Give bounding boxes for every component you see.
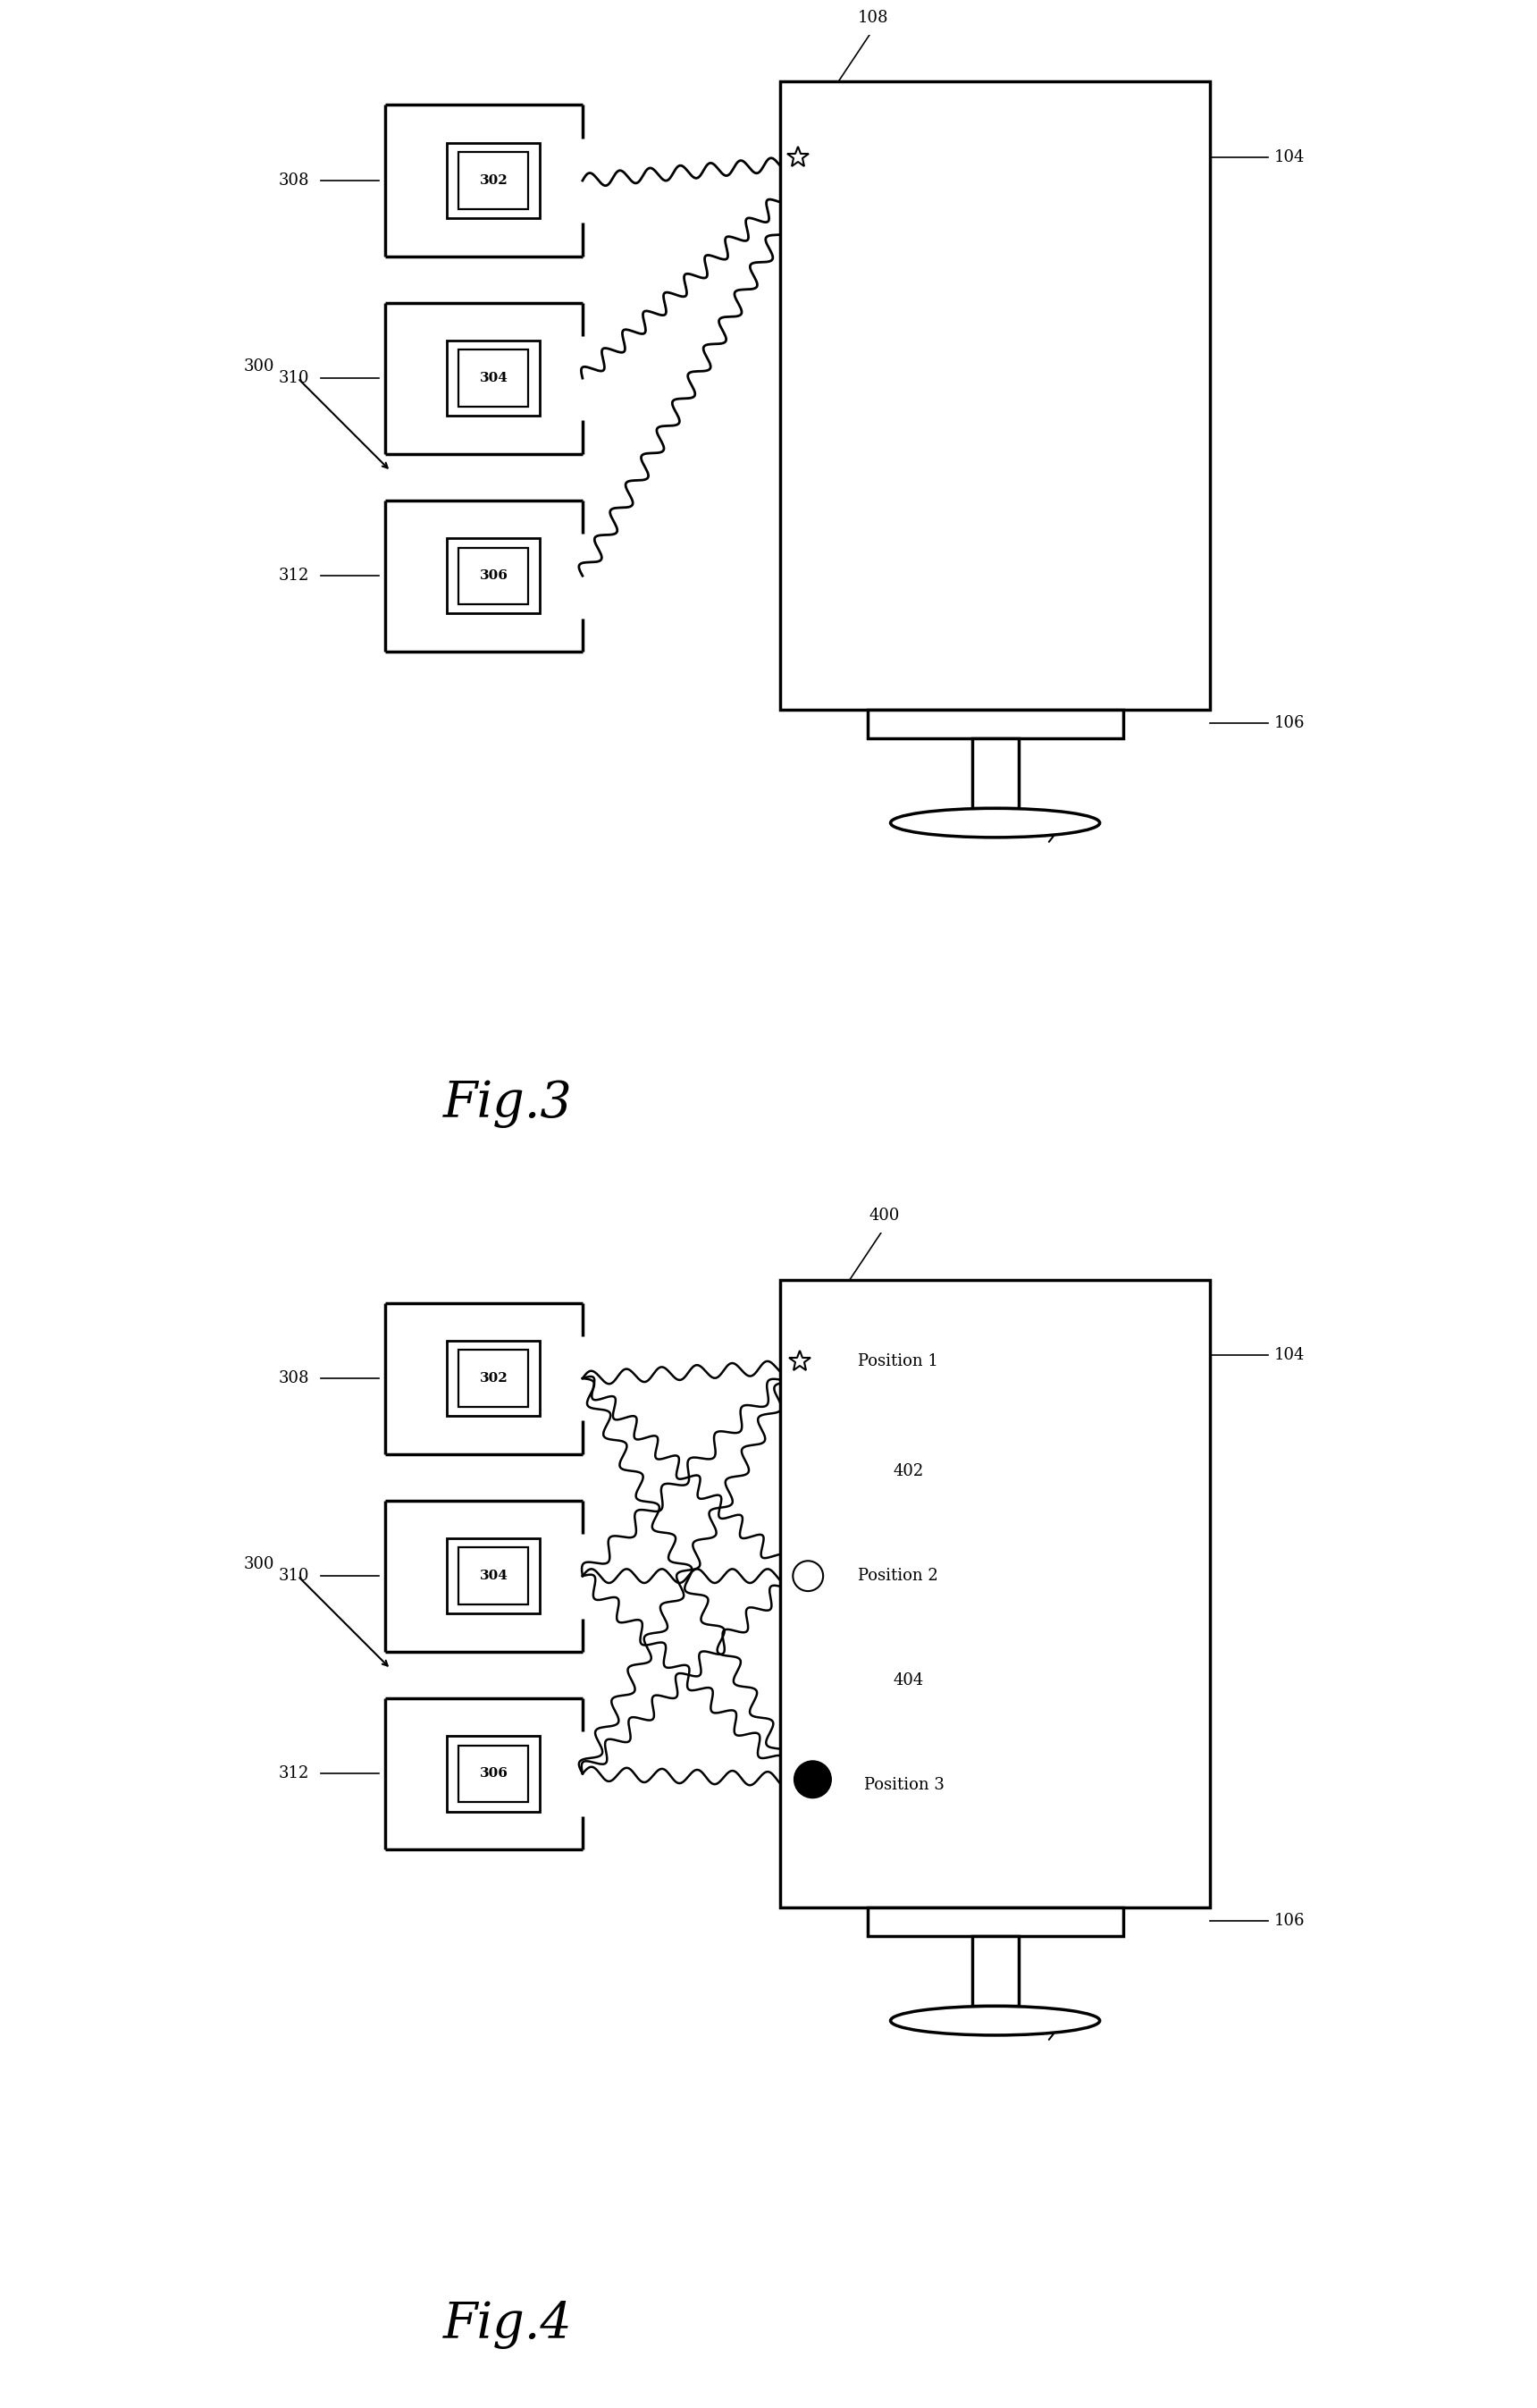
Text: 308: 308 bbox=[278, 1370, 309, 1387]
Bar bbox=[781, 1279, 1210, 1907]
Text: 300: 300 bbox=[244, 359, 275, 376]
Ellipse shape bbox=[890, 809, 1100, 838]
Text: 302: 302 bbox=[480, 173, 507, 188]
Ellipse shape bbox=[890, 2006, 1100, 2035]
Text: 304: 304 bbox=[480, 1570, 507, 1582]
Bar bbox=[867, 1907, 1124, 1936]
Bar bbox=[458, 1746, 529, 1801]
Bar bbox=[458, 1548, 529, 1604]
Bar bbox=[458, 349, 529, 407]
Text: 108: 108 bbox=[858, 10, 888, 26]
Text: 312: 312 bbox=[278, 1765, 309, 1782]
Text: 304: 304 bbox=[480, 371, 507, 385]
Bar bbox=[447, 142, 539, 219]
Text: 106: 106 bbox=[1274, 715, 1305, 732]
Circle shape bbox=[795, 1760, 832, 1799]
Text: Position 2: Position 2 bbox=[858, 1568, 938, 1584]
Text: 310: 310 bbox=[278, 1568, 309, 1584]
Bar bbox=[458, 152, 529, 209]
Text: 400: 400 bbox=[870, 1209, 901, 1223]
Text: 104: 104 bbox=[1274, 149, 1305, 166]
Text: 300: 300 bbox=[244, 1556, 275, 1572]
Bar bbox=[447, 1539, 539, 1613]
Text: 404: 404 bbox=[893, 1674, 924, 1688]
Text: 302: 302 bbox=[480, 1373, 507, 1385]
Bar bbox=[458, 1351, 529, 1406]
Bar bbox=[447, 340, 539, 417]
Bar bbox=[867, 710, 1124, 739]
Text: 308: 308 bbox=[278, 173, 309, 188]
Bar bbox=[447, 1736, 539, 1811]
Bar bbox=[971, 1936, 1019, 2006]
Text: 106: 106 bbox=[1274, 1914, 1305, 1929]
Bar bbox=[447, 1341, 539, 1416]
Bar bbox=[458, 547, 529, 604]
Text: Position 1: Position 1 bbox=[858, 1353, 938, 1370]
Text: 104: 104 bbox=[1274, 1346, 1305, 1363]
Text: 312: 312 bbox=[278, 568, 309, 583]
Bar bbox=[781, 82, 1210, 710]
Text: 306: 306 bbox=[480, 1767, 507, 1780]
Text: 306: 306 bbox=[480, 571, 507, 583]
Text: Fig.3: Fig.3 bbox=[443, 1079, 572, 1127]
Bar bbox=[447, 537, 539, 614]
Text: Fig.4: Fig.4 bbox=[443, 2300, 572, 2350]
Text: 310: 310 bbox=[278, 371, 309, 385]
Text: 402: 402 bbox=[893, 1464, 924, 1479]
Text: Position 3: Position 3 bbox=[864, 1777, 944, 1794]
Bar bbox=[971, 739, 1019, 809]
